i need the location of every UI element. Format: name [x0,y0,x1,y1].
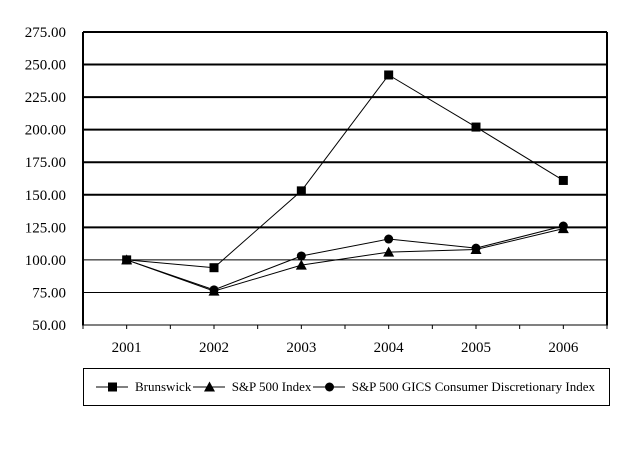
legend-label-sp500: S&P 500 Index [231,379,312,394]
svg-text:100.00: 100.00 [25,253,66,269]
svg-text:275.00: 275.00 [25,25,66,41]
legend-item-gics: S&P 500 GICS Consumer Discretionary Inde… [312,379,595,395]
svg-text:2002: 2002 [199,340,229,356]
series-1 [121,223,569,296]
triangle-marker-icon [192,381,225,392]
y-axis-labels: 275.00 250.00 225.00 200.00 175.00 150.00 125.… [25,25,66,334]
legend-item-sp500: S&P 500 Index [192,379,312,395]
svg-text:125.00: 125.00 [25,220,66,236]
svg-text:75.00: 75.00 [32,285,66,301]
svg-text:225.00: 225.00 [25,90,66,106]
svg-text:200.00: 200.00 [25,123,66,139]
axis-frame [82,32,608,326]
gridlines [83,31,607,293]
series-2 [122,221,568,295]
svg-text:2006: 2006 [548,340,579,356]
svg-text:175.00: 175.00 [25,155,66,171]
svg-text:2004: 2004 [374,340,405,356]
x-axis-ticks [82,325,608,329]
svg-text:50.00: 50.00 [32,318,66,334]
svg-text:150.00: 150.00 [25,188,66,204]
svg-text:2001: 2001 [112,340,142,356]
legend-box: Brunswick S&P 500 Index S&P 500 GICS Con… [83,368,610,406]
circle-marker-icon [312,382,345,392]
legend-label-brunswick: Brunswick [135,379,192,394]
legend-label-gics: S&P 500 GICS Consumer Discretionary Inde… [351,379,595,394]
x-axis-labels: 2001 2002 2003 2004 2005 2006 [112,340,579,356]
plot-area: 275.00 250.00 225.00 200.00 175.00 150.00 125.… [25,25,608,356]
svg-text:2005: 2005 [461,340,491,356]
legend-item-brunswick: Brunswick [96,379,191,395]
svg-text:250.00: 250.00 [25,58,66,74]
svg-text:2003: 2003 [286,340,316,356]
square-marker-icon [96,382,128,392]
